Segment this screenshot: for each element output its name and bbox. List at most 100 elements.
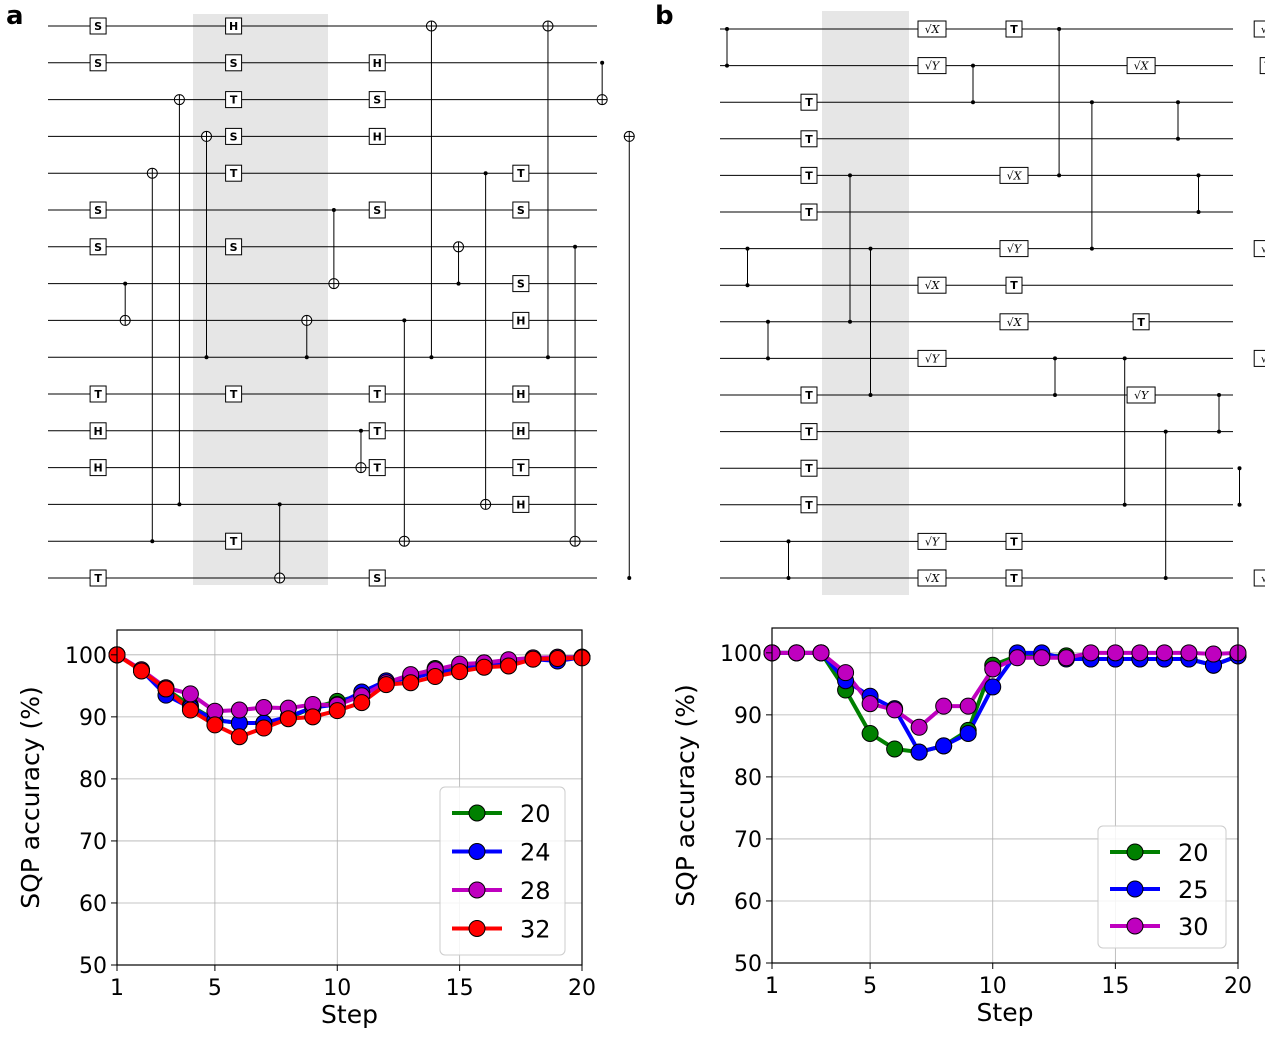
data-point-25: [910, 743, 928, 761]
data-point-30: [984, 660, 1002, 678]
gate-box: [512, 311, 530, 329]
gate-box: [1253, 240, 1265, 258]
gate-box: [1005, 20, 1023, 38]
data-point-32: [524, 650, 542, 668]
control-dot: [786, 576, 791, 580]
gate-box: [225, 54, 243, 72]
data-point-32: [206, 716, 224, 734]
control-dot: [1122, 356, 1127, 361]
y-tick-label: 100: [720, 642, 762, 667]
legend-label-32: 32: [520, 916, 551, 944]
panel-b-letter: b: [655, 1, 674, 31]
gate-box: [89, 422, 107, 440]
y-axis-label: SQP accuracy (%): [671, 684, 700, 907]
panel-a-letter: a: [6, 1, 24, 31]
gate-box: [225, 17, 243, 35]
gate-box: [800, 496, 818, 514]
gate-box: [800, 423, 818, 441]
gate-label: √Y: [1134, 389, 1150, 402]
data-point-32: [451, 663, 469, 681]
data-point-28: [181, 685, 199, 703]
control-dot: [848, 319, 852, 324]
gate-label: T: [1010, 572, 1018, 585]
control-dot: [402, 318, 407, 323]
data-point-25: [959, 724, 977, 742]
control-dot: [177, 502, 182, 507]
control-dot: [600, 60, 605, 65]
control-dot: [745, 283, 750, 288]
gate-box: [368, 127, 386, 145]
data-point-30: [1155, 644, 1173, 662]
control-dot: [304, 355, 309, 360]
gate-label: S: [230, 130, 238, 143]
gate-label: T: [1010, 23, 1018, 36]
x-tick-label: 15: [446, 976, 474, 1001]
y-tick-label: 80: [79, 768, 107, 793]
data-point-32: [328, 702, 346, 720]
gate-box: [917, 57, 947, 75]
gate-box: [512, 201, 530, 219]
y-tick-label: 90: [734, 704, 762, 729]
control-dot: [627, 576, 632, 580]
gate-box: [89, 17, 107, 35]
gate-label: S: [230, 57, 238, 70]
gate-box: [512, 275, 530, 293]
gate-label: √X: [925, 279, 941, 292]
control-dot: [1089, 100, 1094, 105]
gate-box: [1253, 569, 1265, 587]
control-dot: [358, 428, 363, 433]
legend-marker-25: [1126, 880, 1144, 898]
gate-label: T: [517, 462, 525, 475]
control-dot: [1237, 502, 1242, 507]
data-point-32: [475, 658, 493, 676]
data-point-32: [426, 668, 444, 686]
highlight-region: [822, 11, 909, 595]
gate-label: √X: [1007, 316, 1023, 329]
y-tick-label: 50: [79, 954, 107, 979]
gate-box: [800, 130, 818, 148]
gate-box: [512, 495, 530, 513]
y-tick-label: 90: [79, 706, 107, 731]
gate-label: H: [93, 425, 102, 438]
x-tick-label: 5: [863, 974, 877, 999]
data-point-30: [959, 697, 977, 715]
control-dot: [745, 246, 750, 251]
gate-label: S: [94, 57, 102, 70]
gate-box: [225, 385, 243, 403]
gate-box: [512, 385, 530, 403]
control-dot: [1057, 27, 1062, 31]
data-point-30: [1082, 644, 1100, 662]
legend-box: [439, 786, 566, 956]
data-point-32: [377, 676, 395, 694]
gate-label: S: [94, 241, 102, 254]
data-point-28: [255, 699, 273, 717]
gate-label: √X: [1007, 169, 1023, 182]
gate-label: √Y: [925, 352, 941, 365]
legend-label-30: 30: [1178, 913, 1209, 941]
x-tick-label: 20: [1224, 974, 1252, 999]
control-dot: [429, 355, 434, 360]
gate-box: [800, 166, 818, 184]
gate-box: [800, 386, 818, 404]
control-dot: [766, 319, 770, 324]
data-point-20: [861, 724, 879, 742]
y-axis-label: SQP accuracy (%): [16, 686, 45, 909]
control-dot: [573, 244, 578, 249]
legend-label-25: 25: [1178, 876, 1209, 904]
x-tick-label: 10: [979, 974, 1007, 999]
gate-label: H: [516, 388, 525, 401]
control-dot: [786, 539, 791, 544]
y-tick-label: 100: [65, 644, 107, 669]
gate-label: T: [805, 169, 813, 182]
control-dot: [1217, 393, 1221, 397]
gate-label: T: [230, 388, 238, 401]
control-dot: [545, 355, 550, 360]
control-dot: [204, 355, 209, 360]
circuit-diagram-a: S S S S T H H T H S T S T S T T H S H S T T T S T S S H H H T H: [48, 14, 635, 587]
gate-box: [800, 459, 818, 477]
gate-label: S: [373, 572, 381, 585]
gate-label: √Y: [925, 535, 941, 548]
legend-marker-28: [468, 881, 486, 899]
gate-box: [1005, 569, 1023, 587]
